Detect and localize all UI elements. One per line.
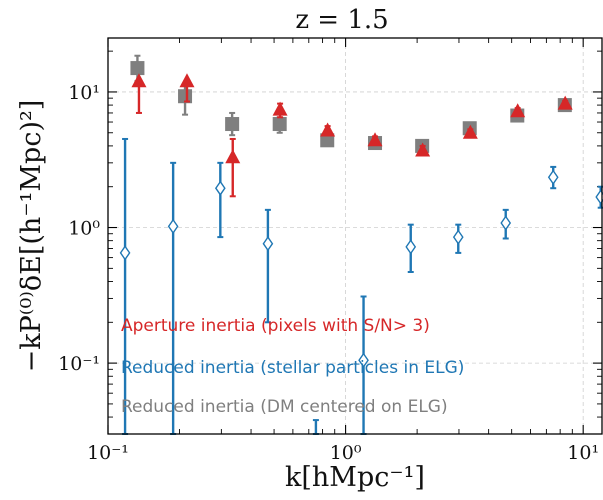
square-marker: [320, 133, 335, 148]
legend-entry: Reduced inertia (stellar particles in EL…: [121, 358, 464, 378]
data-layer: [119, 54, 603, 435]
y-tick-label: 10¹: [68, 82, 100, 104]
triangle-marker: [557, 95, 573, 110]
data-point: [272, 116, 287, 134]
square-marker: [178, 89, 193, 104]
data-point: [510, 103, 526, 118]
square-marker: [272, 117, 287, 132]
square-marker: [225, 117, 240, 132]
chart-title: z = 1.5: [295, 5, 388, 35]
series-1: [119, 137, 603, 435]
series-0: [131, 73, 573, 198]
diamond-marker: [167, 218, 179, 235]
diamond-marker: [262, 235, 274, 252]
data-point: [358, 295, 369, 435]
data-point: [178, 82, 193, 116]
diamond-marker: [214, 180, 226, 196]
data-point: [367, 132, 383, 147]
data-point: [225, 111, 240, 137]
data-point: [547, 165, 559, 190]
triangle-marker: [320, 122, 336, 137]
data-point: [500, 208, 512, 240]
triangle-marker: [272, 101, 288, 116]
square-marker: [130, 61, 145, 76]
legend-entry: Aperture inertia (pixels with S/N> 3): [121, 316, 430, 336]
tick-labels: 10⁻¹ 10⁰ 10¹ 10⁻¹ 10⁰ 10¹: [58, 82, 599, 464]
triangle-marker: [462, 124, 478, 139]
triangle-marker: [510, 103, 526, 118]
x-tick-label: 10⁰: [330, 442, 362, 464]
diamond-marker: [119, 245, 131, 261]
diamond-marker: [547, 169, 559, 185]
series-2: [130, 54, 572, 153]
triangle-marker: [131, 73, 147, 88]
triangle-marker: [367, 132, 383, 147]
data-point: [320, 133, 335, 148]
data-point: [405, 223, 417, 273]
legend-entry: Reduced inertia (DM centered on ELG): [121, 397, 448, 417]
diamond-marker: [405, 239, 417, 255]
data-point: [167, 161, 179, 435]
data-point: [320, 122, 336, 137]
y-axis-label: −kP⁽⁰⁾δE[(h⁻¹Mpc)²]: [16, 100, 47, 373]
triangle-marker: [179, 73, 195, 88]
plot-frame: [107, 37, 603, 435]
x-axis-label: k[hMpc⁻¹]: [285, 462, 425, 493]
data-point: [462, 124, 478, 139]
x-tick-label: 10⁻¹: [87, 442, 129, 464]
data-point: [415, 142, 431, 157]
data-point: [452, 223, 464, 254]
data-point: [214, 161, 226, 239]
triangle-marker: [415, 142, 431, 157]
data-point: [272, 101, 288, 119]
y-tick-label: 10⁻¹: [58, 353, 100, 375]
x-tick-label: 10¹: [567, 442, 599, 464]
data-point: [312, 419, 319, 435]
data-point: [131, 73, 147, 114]
legend: Aperture inertia (pixels with S/N> 3) Red…: [121, 316, 464, 417]
diamond-marker: [358, 352, 369, 368]
data-point: [262, 208, 274, 324]
diamond-marker: [500, 215, 512, 231]
data-point: [225, 137, 241, 198]
data-point: [119, 137, 131, 435]
data-point: [557, 95, 573, 110]
triangle-marker: [225, 149, 241, 164]
diamond-marker: [452, 229, 464, 245]
data-point: [179, 73, 195, 103]
y-tick-label: 10⁰: [68, 218, 100, 240]
diamond-marker: [595, 189, 603, 205]
